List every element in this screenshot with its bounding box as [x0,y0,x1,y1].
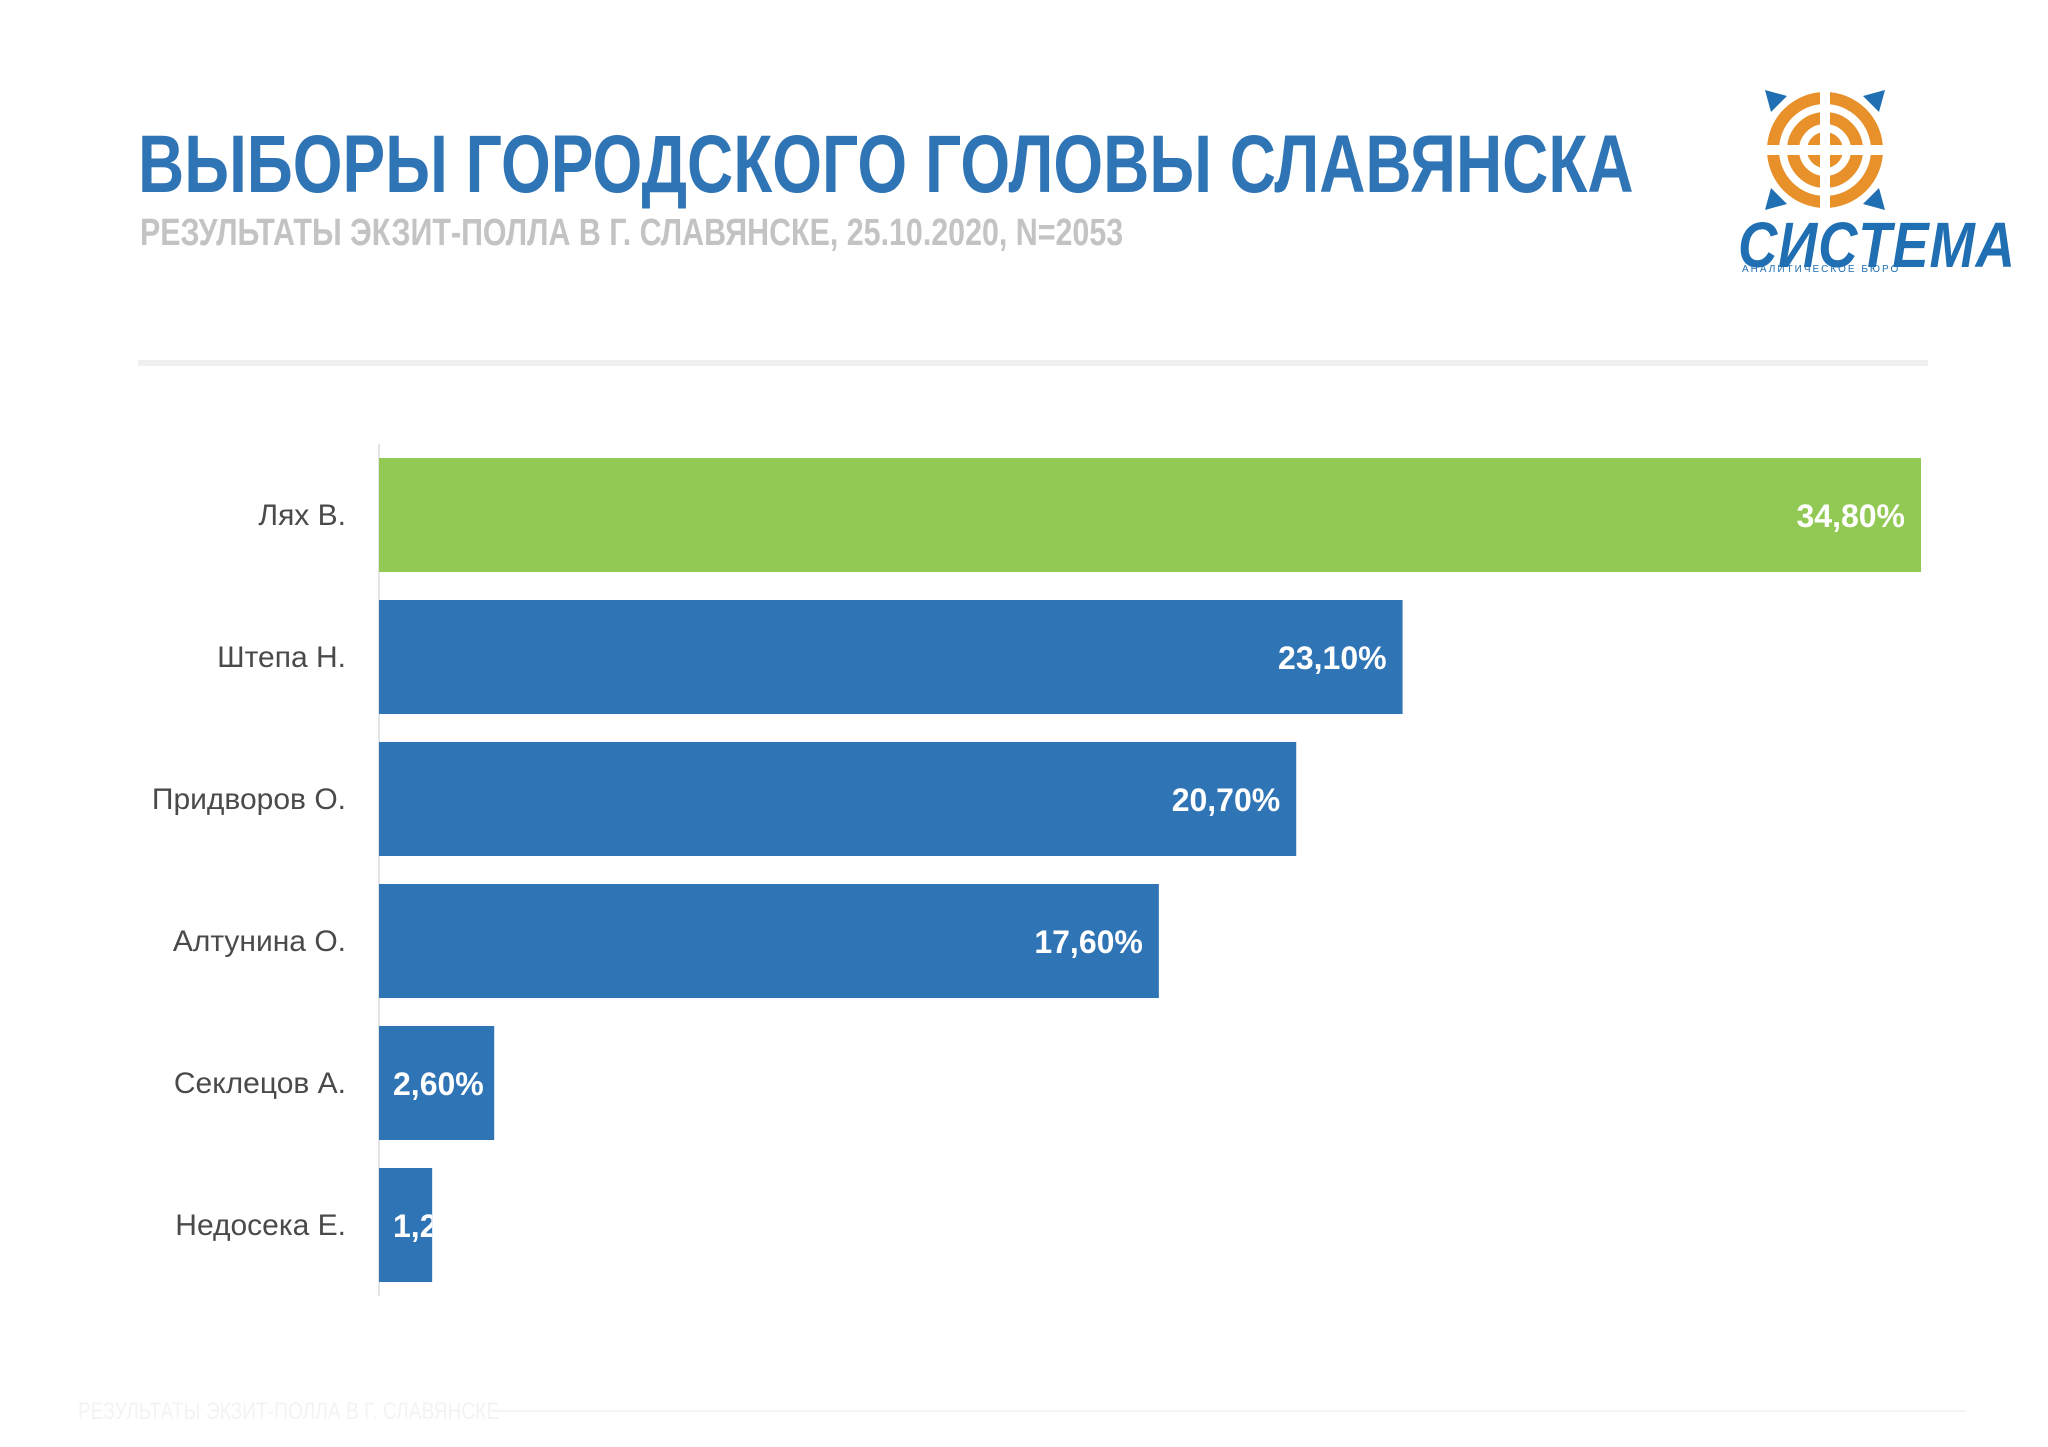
category-label-2: Штепа Н. [217,641,346,674]
bar-1 [379,458,1921,572]
category-label-3: Придворов О. [152,783,346,816]
value-label-3: 20,70% [1172,782,1281,818]
category-label-6: Недосека Е. [175,1209,346,1242]
logo-tagline: АНАЛИТИЧЕСКОЕ БЮРО [1742,264,1901,275]
footer-divider [488,1410,1966,1412]
value-label-6: 1,20% [393,1208,484,1244]
value-label-1: 34,80% [1796,498,1905,534]
value-label-4: 17,60% [1034,924,1143,960]
bar-5 [379,1026,495,1140]
page-title: ВЫБОРЫ ГОРОДСКОГО ГОЛОВЫ СЛАВЯНСКА [138,119,1634,210]
value-label-5: 2,60% [393,1066,484,1102]
bar-6 [379,1168,433,1282]
header-divider [138,360,1928,366]
sistema-logo-icon [1763,88,1887,212]
category-label-4: Алтунина О. [173,925,346,958]
value-label-2: 23,10% [1278,640,1387,676]
footer-caption: РЕЗУЛЬТАТЫ ЭКЗИТ-ПОЛЛА В Г. СЛАВЯНСКЕ [78,1398,500,1425]
page-subtitle: РЕЗУЛЬТАТЫ ЭКЗИТ-ПОЛЛА В Г. СЛАВЯНСКЕ, 2… [140,212,1124,254]
category-label-5: Секлецов А. [174,1067,346,1100]
bar-2 [379,600,1403,714]
bar-3 [379,742,1297,856]
bar-4 [379,884,1159,998]
category-label-1: Лях В. [258,499,346,532]
